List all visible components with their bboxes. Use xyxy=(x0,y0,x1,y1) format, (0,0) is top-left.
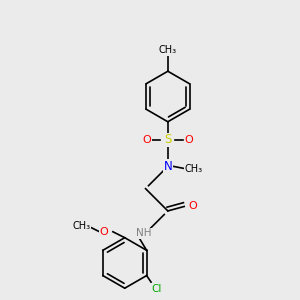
Text: CH₃: CH₃ xyxy=(159,45,177,55)
Text: CH₃: CH₃ xyxy=(73,221,91,231)
Text: O: O xyxy=(184,135,193,145)
Text: Cl: Cl xyxy=(152,284,162,294)
Text: S: S xyxy=(164,133,172,146)
Text: CH₃: CH₃ xyxy=(184,164,202,174)
Text: NH: NH xyxy=(136,228,152,238)
Text: O: O xyxy=(100,227,108,237)
Text: N: N xyxy=(164,160,172,173)
Text: O: O xyxy=(189,202,197,212)
Text: O: O xyxy=(143,135,152,145)
